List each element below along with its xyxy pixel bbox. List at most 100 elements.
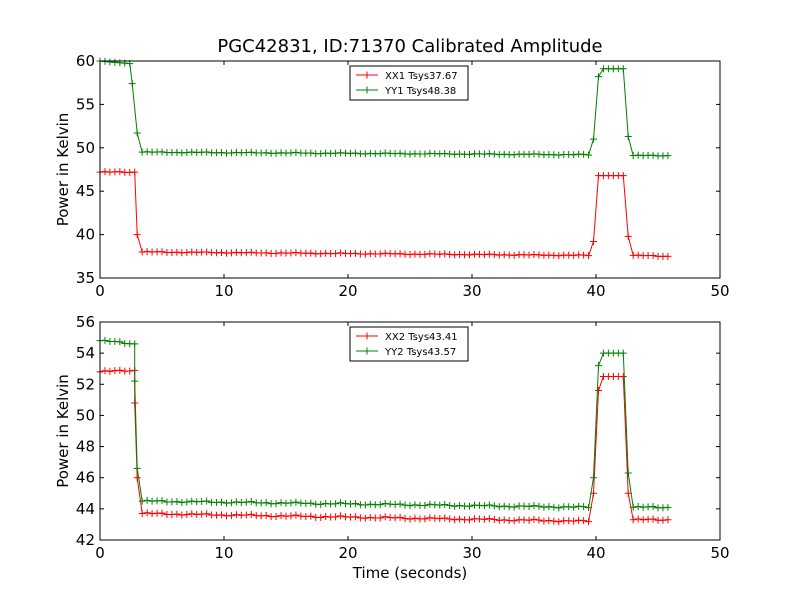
data-point: [624, 469, 632, 477]
data-point: [262, 149, 270, 157]
data-point: [594, 387, 602, 395]
data-point: [411, 514, 419, 522]
data-point: [446, 501, 454, 509]
chart-title: PGC42831, ID:71370 Calibrated Amplitude: [217, 36, 602, 57]
data-point: [307, 512, 315, 520]
data-point: [421, 250, 429, 258]
x-tick-label: 20: [338, 282, 357, 300]
data-point: [480, 502, 488, 510]
data-point: [247, 498, 255, 506]
data-point: [317, 500, 325, 508]
data-point: [466, 516, 474, 524]
data-point: [203, 248, 211, 256]
data-point: [332, 149, 340, 157]
data-point: [585, 252, 593, 260]
data-point: [466, 251, 474, 259]
data-point: [247, 510, 255, 518]
y-tick-label: 42: [76, 531, 95, 549]
data-point: [203, 148, 211, 156]
data-point: [138, 497, 146, 505]
data-point: [421, 150, 429, 158]
data-point: [203, 497, 211, 505]
data-point: [218, 498, 226, 506]
data-point: [649, 503, 657, 511]
data-point: [456, 515, 464, 523]
data-point: [376, 514, 384, 522]
data-point: [634, 251, 642, 259]
data-point: [396, 513, 404, 521]
data-point: [183, 498, 191, 506]
data-point: [634, 515, 642, 523]
data-point: [594, 73, 602, 81]
data-point: [337, 499, 345, 507]
data-point: [227, 499, 235, 507]
data-point: [158, 248, 166, 256]
data-point: [495, 503, 503, 511]
data-point: [322, 499, 330, 507]
data-point: [585, 151, 593, 159]
data-point: [272, 249, 280, 257]
data-point: [649, 151, 657, 159]
x-tick-label: 30: [462, 282, 481, 300]
y-tick-label: 60: [76, 52, 95, 70]
data-point: [480, 515, 488, 523]
data-point: [451, 502, 459, 510]
plot-frame: [99, 321, 721, 541]
x-tick-label: 10: [214, 544, 233, 562]
data-point: [585, 504, 593, 512]
data-point: [178, 511, 186, 519]
data-point: [545, 503, 553, 511]
data-point: [500, 516, 508, 524]
y-tick-label: 55: [76, 95, 95, 113]
data-point: [510, 151, 518, 159]
data-point: [580, 150, 588, 158]
legend: XX2 Tsys43.41 YY2 Tsys43.57: [349, 326, 469, 362]
y-tick-label: 52: [76, 375, 95, 393]
data-point: [232, 498, 240, 506]
data-point: [545, 517, 553, 525]
legend-marker: [363, 71, 371, 79]
data-point: [664, 152, 672, 160]
x-tick-label: 50: [710, 282, 729, 300]
data-point: [106, 367, 114, 375]
data-point: [173, 248, 181, 256]
x-tick-label: 0: [95, 544, 105, 562]
data-point: [292, 249, 300, 257]
data-point: [287, 499, 295, 507]
data-point: [391, 501, 399, 509]
data-point: [525, 516, 533, 524]
x-tick-label: 20: [338, 544, 357, 562]
data-point: [227, 512, 235, 520]
data-point: [510, 503, 518, 511]
data-point: [580, 517, 588, 525]
data-point: [242, 498, 250, 506]
data-point: [664, 252, 672, 260]
data-point: [421, 515, 429, 523]
data-point: [590, 474, 598, 482]
data-point: [421, 501, 429, 509]
data-point: [101, 336, 109, 344]
data-point: [540, 517, 548, 525]
data-point: [131, 340, 139, 348]
data-point: [580, 503, 588, 511]
data-point: [227, 249, 235, 257]
data-point: [401, 501, 409, 509]
data-point: [188, 510, 196, 518]
data-point: [173, 148, 181, 156]
data-point: [173, 510, 181, 518]
data-point: [590, 135, 598, 143]
data-point: [495, 516, 503, 524]
data-point: [590, 238, 598, 246]
data-point: [307, 499, 315, 507]
data-point: [540, 503, 548, 511]
data-point: [366, 500, 374, 508]
data-point: [131, 377, 139, 385]
data-point: [262, 499, 270, 507]
data-point: [441, 250, 449, 258]
data-point: [351, 249, 359, 257]
data-point: [227, 149, 235, 157]
data-point: [133, 464, 141, 472]
x-tick-label: 50: [710, 544, 729, 562]
data-point: [361, 514, 369, 522]
data-point: [624, 133, 632, 141]
